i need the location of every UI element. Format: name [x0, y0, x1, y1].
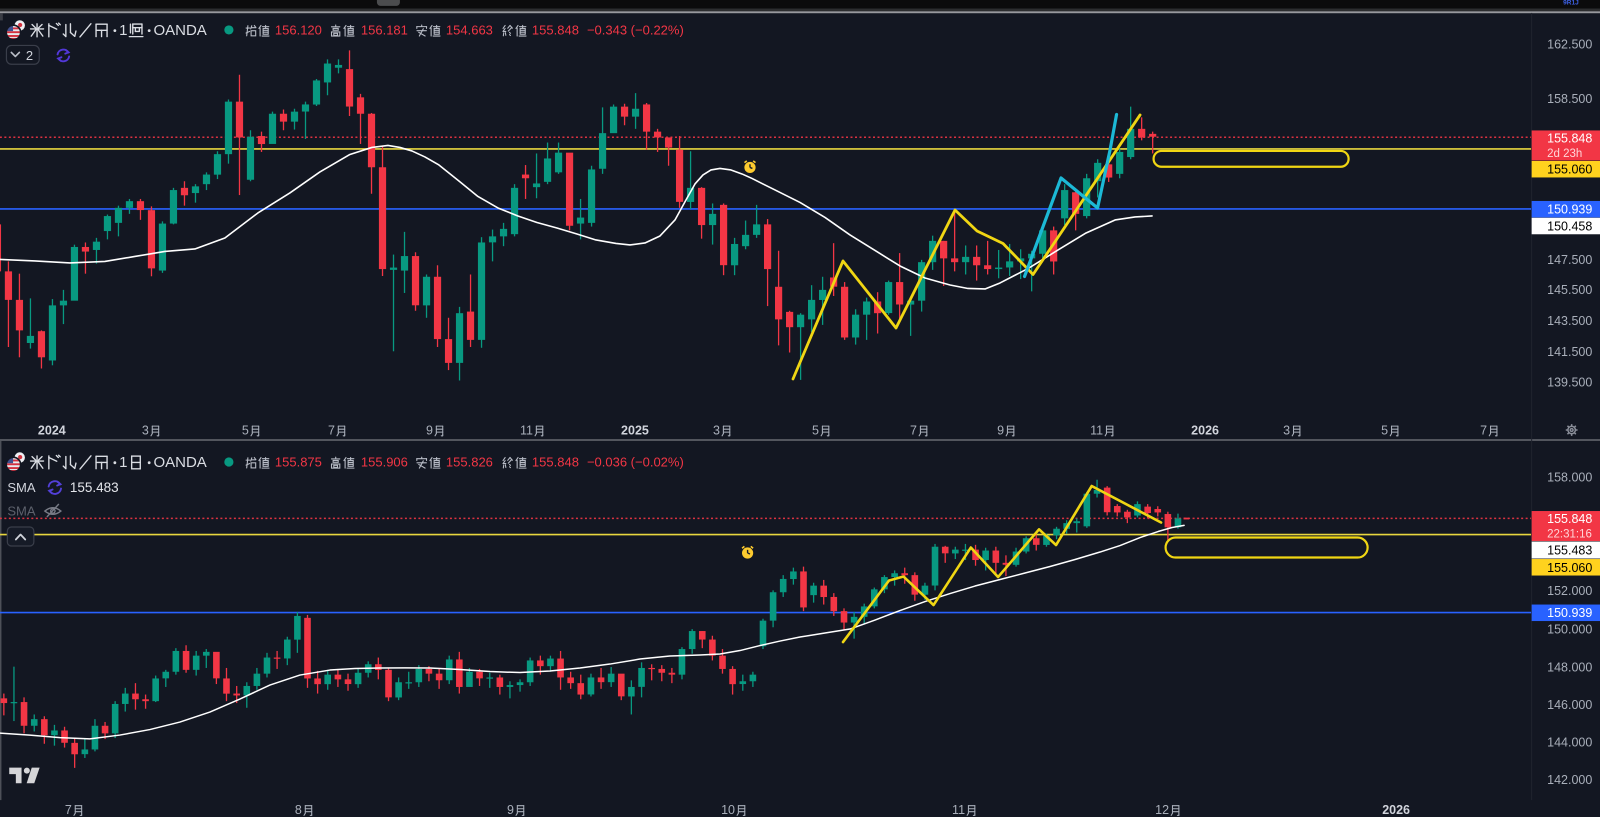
svg-text:155.483: 155.483	[70, 480, 119, 495]
svg-text:1: 1	[119, 22, 127, 39]
svg-text:7: 7	[1480, 424, 1487, 438]
svg-text:SMA: SMA	[7, 480, 36, 495]
svg-text:155.060: 155.060	[1547, 561, 1592, 575]
svg-text:2026: 2026	[1191, 424, 1219, 438]
svg-text:155.483: 155.483	[1547, 544, 1592, 558]
svg-text:150.458: 150.458	[1547, 220, 1592, 234]
svg-text:5: 5	[1381, 424, 1388, 438]
svg-text:2: 2	[26, 48, 33, 63]
svg-text:141.500: 141.500	[1547, 345, 1592, 359]
svg-text:150.000: 150.000	[1547, 623, 1592, 637]
svg-text:9: 9	[997, 424, 1004, 438]
svg-text:156.181: 156.181	[361, 22, 408, 37]
svg-text:9: 9	[507, 803, 514, 817]
svg-text:155.826: 155.826	[446, 455, 493, 470]
svg-text:12: 12	[1155, 803, 1169, 817]
svg-text:−0.036 (−0.02%): −0.036 (−0.02%)	[587, 455, 684, 470]
svg-text:9R1J: 9R1J	[1563, 0, 1579, 7]
svg-text:5: 5	[812, 424, 819, 438]
svg-text:7: 7	[65, 803, 72, 817]
svg-text:8: 8	[295, 803, 302, 817]
svg-text:155.848: 155.848	[1547, 131, 1592, 145]
svg-text:154.663: 154.663	[446, 22, 493, 37]
svg-text:2d 23h: 2d 23h	[1547, 148, 1582, 160]
svg-text:158.500: 158.500	[1547, 92, 1592, 106]
svg-text:155.848: 155.848	[1547, 512, 1592, 526]
svg-text:144.000: 144.000	[1547, 735, 1592, 749]
svg-text:162.500: 162.500	[1547, 38, 1592, 52]
svg-text:7: 7	[910, 424, 917, 438]
svg-text:155.906: 155.906	[361, 455, 408, 470]
svg-text:2026: 2026	[1382, 803, 1410, 817]
svg-text:−0.343 (−0.22%): −0.343 (−0.22%)	[587, 22, 684, 37]
svg-text:155.060: 155.060	[1547, 163, 1592, 177]
svg-text:145.500: 145.500	[1547, 283, 1592, 297]
svg-text:11: 11	[1090, 424, 1103, 438]
svg-text:142.000: 142.000	[1547, 773, 1592, 787]
svg-text:155.848: 155.848	[532, 22, 579, 37]
svg-text:10: 10	[721, 803, 735, 817]
svg-text:3: 3	[1283, 424, 1290, 438]
svg-text:143.500: 143.500	[1547, 314, 1592, 328]
svg-text:155.848: 155.848	[532, 455, 579, 470]
svg-text:147.500: 147.500	[1547, 253, 1592, 267]
svg-text:22:31:16: 22:31:16	[1547, 529, 1592, 541]
svg-text:150.939: 150.939	[1547, 606, 1592, 620]
svg-text:155.875: 155.875	[275, 455, 322, 470]
svg-text:1: 1	[119, 454, 127, 471]
svg-text:3: 3	[142, 424, 149, 438]
svg-text:11: 11	[952, 803, 965, 817]
svg-text:7: 7	[328, 424, 335, 438]
svg-text:SMA: SMA	[7, 504, 36, 519]
svg-text:148.000: 148.000	[1547, 661, 1592, 675]
svg-text:9: 9	[426, 424, 433, 438]
svg-text:OANDA: OANDA	[153, 454, 206, 471]
svg-text:146.000: 146.000	[1547, 698, 1592, 712]
svg-text:2024: 2024	[38, 424, 66, 438]
svg-text:156.120: 156.120	[275, 22, 322, 37]
svg-text:158.000: 158.000	[1547, 471, 1592, 485]
svg-text:152.000: 152.000	[1547, 584, 1592, 598]
svg-text:2025: 2025	[621, 424, 649, 438]
svg-text:11: 11	[520, 424, 533, 438]
svg-text:150.939: 150.939	[1547, 203, 1592, 217]
svg-text:3: 3	[713, 424, 720, 438]
svg-text:OANDA: OANDA	[153, 22, 206, 39]
svg-text:139.500: 139.500	[1547, 376, 1592, 390]
svg-text:5: 5	[242, 424, 249, 438]
